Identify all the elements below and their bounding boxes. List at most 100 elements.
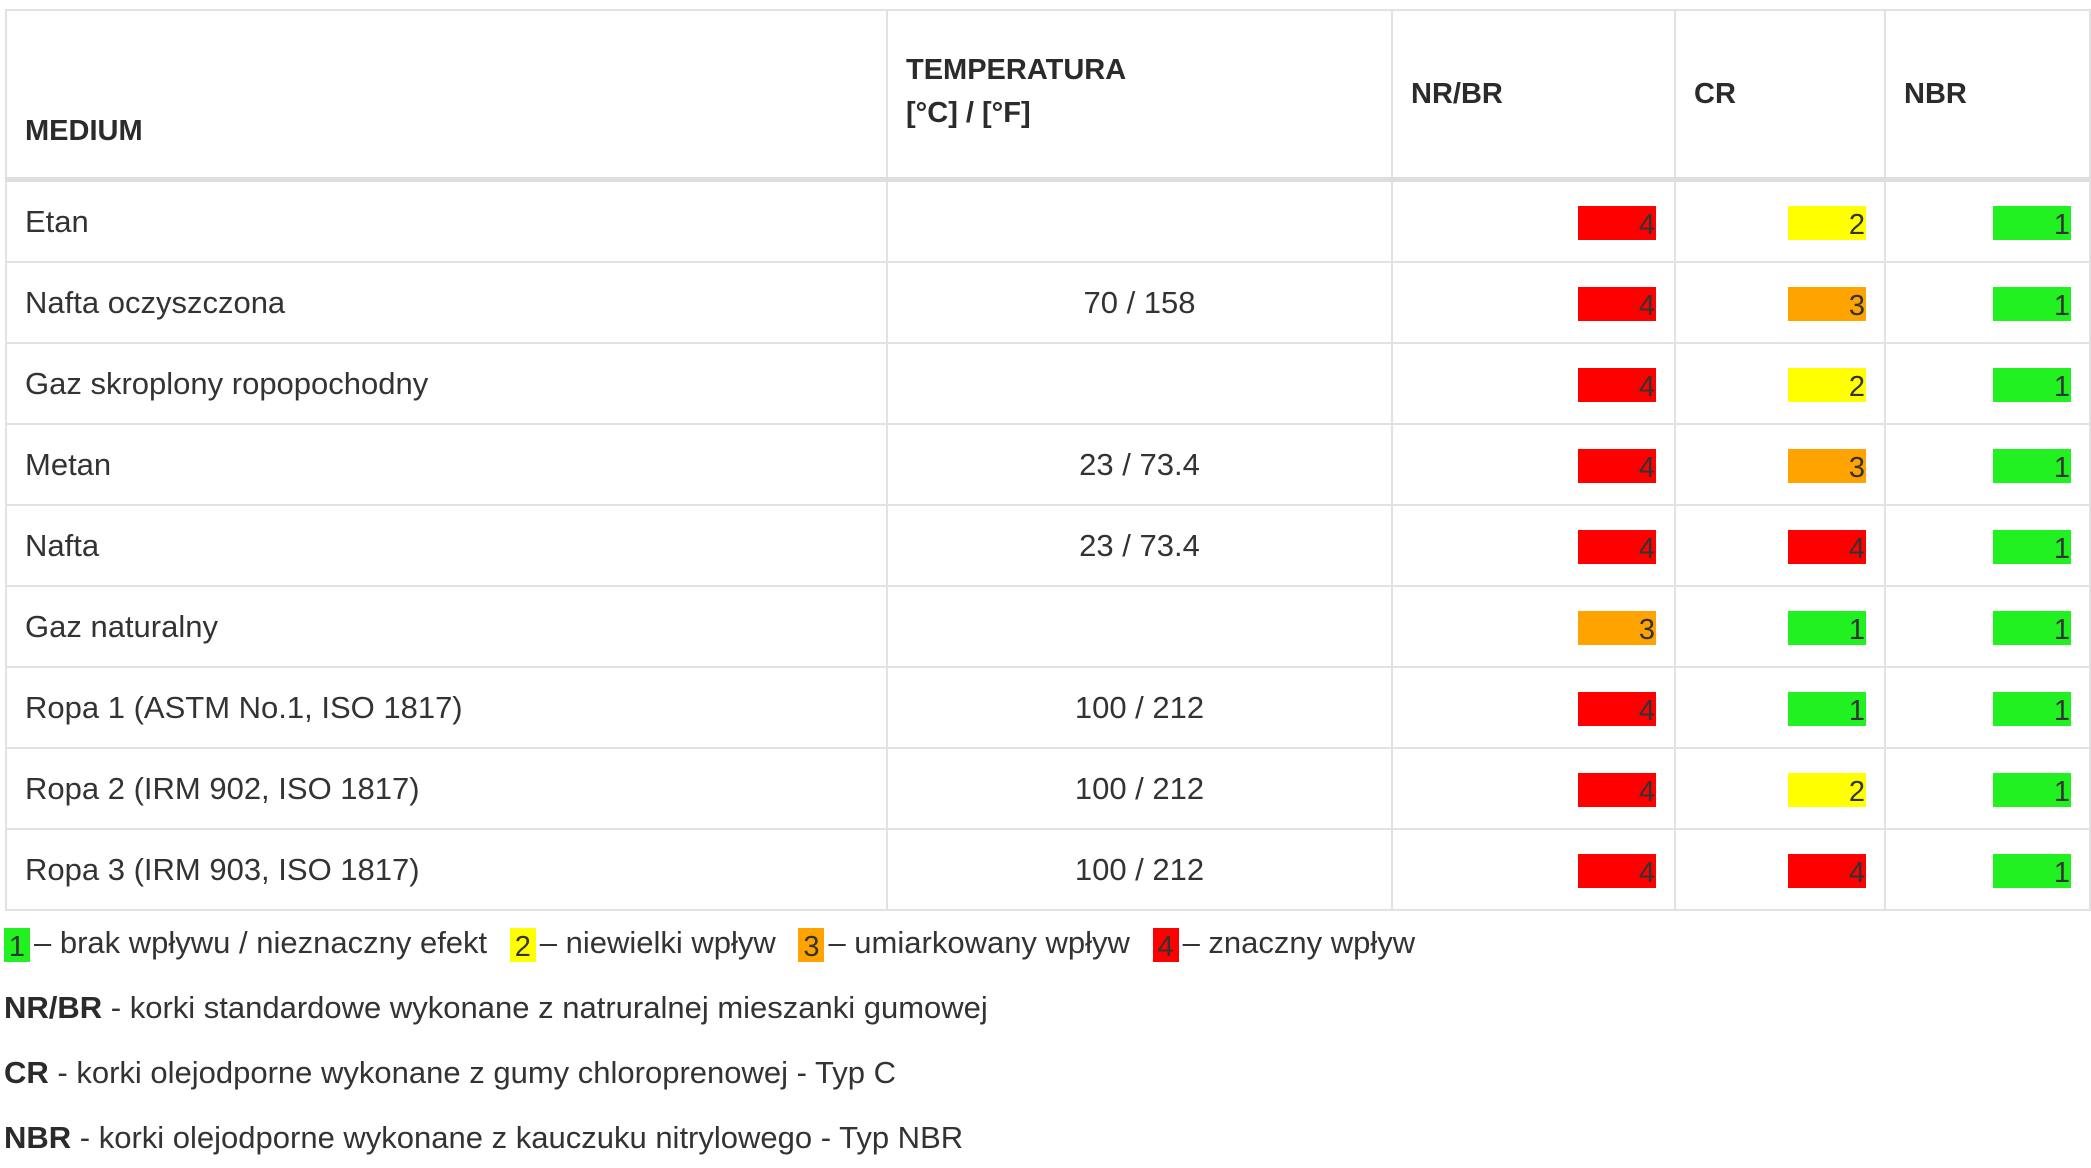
medium-cell: Ropa 3 (IRM 903, ISO 1817) (5, 828, 888, 911)
chemical-resistance-table: MEDIUM TEMPERATURA [°C] / [°F] NR/BR CR … (5, 9, 2091, 911)
medium-cell: Gaz skroplony ropopochodny (5, 342, 888, 425)
header-temperature-title: TEMPERATURA (906, 54, 1127, 86)
resistance-table-container: MEDIUM TEMPERATURA [°C] / [°F] NR/BR CR … (5, 9, 2091, 911)
rating-badge: 4 (1578, 529, 1656, 565)
table-header-row: MEDIUM TEMPERATURA [°C] / [°F] NR/BR CR … (5, 9, 2091, 181)
rating-badge: 3 (1788, 448, 1866, 484)
rating-badge: 1 (1788, 610, 1866, 646)
table-row: Ropa 2 (IRM 902, ISO 1817) 100 / 212 4 2… (5, 747, 2091, 830)
cr-rating-cell: 2 (1674, 747, 1886, 830)
cr-rating-cell: 2 (1674, 178, 1886, 263)
cr-rating-cell: 1 (1674, 666, 1886, 749)
nrbr-rating-cell: 4 (1391, 828, 1676, 911)
cr-rating-cell: 4 (1674, 504, 1886, 587)
rating-badge: 1 (1993, 853, 2071, 889)
legend-text: – znaczny wpływ (1182, 925, 1416, 960)
temperature-cell (886, 178, 1393, 263)
nrbr-rating-cell: 4 (1391, 261, 1676, 344)
header-medium: MEDIUM (5, 9, 888, 181)
table-row: Gaz naturalny 3 1 1 (5, 585, 2091, 668)
table-row: Nafta 23 / 73.4 4 4 1 (5, 504, 2091, 587)
rating-badge: 1 (1993, 529, 2071, 565)
legend-item: 2– niewielki wpływ (509, 925, 776, 963)
rating-badge: 4 (1578, 772, 1656, 808)
abbreviation-list: NR/BR - korki standardowe wykonane z nat… (4, 990, 2084, 1156)
medium-cell: Ropa 2 (IRM 902, ISO 1817) (5, 747, 888, 830)
table-row: Metan 23 / 73.4 4 3 1 (5, 423, 2091, 506)
table-body: Etan 4 2 1 Nafta oczyszczona 70 / 158 4 … (5, 178, 2091, 911)
table-row: Gaz skroplony ropopochodny 4 2 1 (5, 342, 2091, 425)
temperature-cell: 23 / 73.4 (886, 504, 1393, 587)
legend-item: 1– brak wpływu / nieznaczny efekt (4, 925, 488, 963)
header-temperature-units: [°C] / [°F] (906, 97, 1031, 129)
temperature-cell: 100 / 212 (886, 747, 1393, 830)
nrbr-rating-cell: 4 (1391, 423, 1676, 506)
legend-text: – brak wpływu / nieznaczny efekt (34, 925, 488, 960)
medium-cell: Nafta (5, 504, 888, 587)
medium-cell: Ropa 1 (ASTM No.1, ISO 1817) (5, 666, 888, 749)
rating-badge: 1 (1993, 610, 2071, 646)
abbreviation-row: NBR - korki olejodporne wykonane z kaucz… (4, 1120, 2084, 1156)
temperature-cell (886, 342, 1393, 425)
header-nrbr: NR/BR (1391, 9, 1676, 181)
abbreviation-term: CR (4, 1055, 49, 1090)
cr-rating-cell: 2 (1674, 342, 1886, 425)
legend-item: 4– znaczny wpływ (1152, 925, 1416, 963)
rating-badge: 1 (1993, 772, 2071, 808)
legend: 1– brak wpływu / nieznaczny efekt 2– nie… (4, 925, 2084, 1156)
abbreviation-term: NR/BR (4, 990, 103, 1025)
nbr-rating-cell: 1 (1884, 747, 2091, 830)
rating-badge: 1 (1993, 205, 2071, 241)
rating-badge: 4 (1788, 853, 1866, 889)
rating-legend: 1– brak wpływu / nieznaczny efekt 2– nie… (4, 925, 2084, 963)
nbr-rating-cell: 1 (1884, 261, 2091, 344)
nrbr-rating-cell: 4 (1391, 342, 1676, 425)
header-nbr: NBR (1884, 9, 2091, 181)
header-cr: CR (1674, 9, 1886, 181)
nbr-rating-cell: 1 (1884, 178, 2091, 263)
temperature-cell (886, 585, 1393, 668)
abbreviation-row: CR - korki olejodporne wykonane z gumy c… (4, 1055, 2084, 1091)
rating-badge: 2 (1788, 367, 1866, 403)
rating-badge: 4 (1578, 286, 1656, 322)
rating-badge: 4 (1578, 205, 1656, 241)
header-temperature: TEMPERATURA [°C] / [°F] (886, 9, 1393, 181)
table-row: Nafta oczyszczona 70 / 158 4 3 1 (5, 261, 2091, 344)
nrbr-rating-cell: 4 (1391, 666, 1676, 749)
table-row: Etan 4 2 1 (5, 178, 2091, 263)
medium-cell: Nafta oczyszczona (5, 261, 888, 344)
rating-badge: 1 (1788, 691, 1866, 727)
nbr-rating-cell: 1 (1884, 828, 2091, 911)
rating-badge: 4 (1578, 367, 1656, 403)
cr-rating-cell: 3 (1674, 423, 1886, 506)
legend-text: – niewielki wpływ (539, 925, 776, 960)
medium-cell: Etan (5, 178, 888, 263)
legend-swatch: 4 (1152, 927, 1179, 963)
rating-badge: 4 (1788, 529, 1866, 565)
temperature-cell: 23 / 73.4 (886, 423, 1393, 506)
rating-badge: 2 (1788, 205, 1866, 241)
nbr-rating-cell: 1 (1884, 585, 2091, 668)
cr-rating-cell: 4 (1674, 828, 1886, 911)
abbreviation-description: - korki olejodporne wykonane z gumy chlo… (48, 1055, 896, 1090)
nbr-rating-cell: 1 (1884, 666, 2091, 749)
legend-item: 3– umiarkowany wpływ (798, 925, 1130, 963)
temperature-cell: 100 / 212 (886, 828, 1393, 911)
nrbr-rating-cell: 4 (1391, 178, 1676, 263)
nrbr-rating-cell: 3 (1391, 585, 1676, 668)
abbreviation-row: NR/BR - korki standardowe wykonane z nat… (4, 990, 2084, 1026)
nbr-rating-cell: 1 (1884, 504, 2091, 587)
legend-swatch: 2 (509, 927, 536, 963)
rating-badge: 1 (1993, 367, 2071, 403)
nbr-rating-cell: 1 (1884, 423, 2091, 506)
legend-text: – umiarkowany wpływ (828, 925, 1130, 960)
rating-badge: 4 (1578, 691, 1656, 727)
cr-rating-cell: 3 (1674, 261, 1886, 344)
cr-rating-cell: 1 (1674, 585, 1886, 668)
nrbr-rating-cell: 4 (1391, 504, 1676, 587)
rating-badge: 2 (1788, 772, 1866, 808)
rating-badge: 1 (1993, 286, 2071, 322)
temperature-cell: 100 / 212 (886, 666, 1393, 749)
rating-badge: 3 (1788, 286, 1866, 322)
abbreviation-description: - korki standardowe wykonane z natruraln… (102, 990, 988, 1025)
